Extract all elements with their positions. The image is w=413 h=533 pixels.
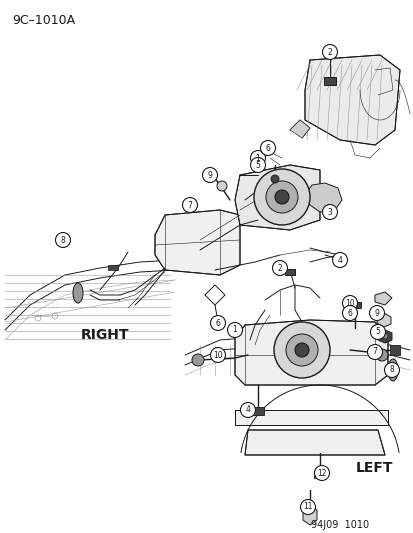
Polygon shape xyxy=(289,120,309,138)
Text: 6: 6 xyxy=(347,309,351,318)
Polygon shape xyxy=(302,505,316,525)
Polygon shape xyxy=(244,430,384,455)
Circle shape xyxy=(314,465,329,481)
Text: 2: 2 xyxy=(327,47,332,56)
Text: 3: 3 xyxy=(327,207,332,216)
Circle shape xyxy=(300,499,315,514)
Circle shape xyxy=(254,169,309,225)
Circle shape xyxy=(294,343,308,357)
Circle shape xyxy=(210,348,225,362)
Circle shape xyxy=(272,261,287,276)
Circle shape xyxy=(192,354,204,366)
Circle shape xyxy=(227,322,242,337)
Text: 9: 9 xyxy=(207,171,212,180)
Circle shape xyxy=(370,325,385,340)
Text: 10: 10 xyxy=(344,298,354,308)
Text: 4: 4 xyxy=(337,255,342,264)
Circle shape xyxy=(55,232,70,247)
FancyBboxPatch shape xyxy=(313,472,325,478)
Text: LEFT: LEFT xyxy=(356,461,393,475)
Text: 1: 1 xyxy=(232,326,237,335)
Ellipse shape xyxy=(387,359,397,381)
Circle shape xyxy=(322,205,337,220)
Circle shape xyxy=(260,141,275,156)
Circle shape xyxy=(367,344,382,359)
Polygon shape xyxy=(154,210,240,275)
Circle shape xyxy=(381,333,387,339)
Circle shape xyxy=(266,181,297,213)
Circle shape xyxy=(273,322,329,378)
Circle shape xyxy=(342,305,357,320)
Circle shape xyxy=(202,167,217,182)
Circle shape xyxy=(210,316,225,330)
Polygon shape xyxy=(235,410,387,425)
Circle shape xyxy=(369,305,384,320)
Text: 12: 12 xyxy=(316,469,326,478)
Polygon shape xyxy=(377,330,391,343)
Text: 94J09  1010: 94J09 1010 xyxy=(310,520,368,530)
Text: 5: 5 xyxy=(255,160,260,169)
Text: 5: 5 xyxy=(375,327,380,336)
Circle shape xyxy=(216,181,226,191)
FancyBboxPatch shape xyxy=(323,77,335,85)
FancyBboxPatch shape xyxy=(389,345,399,355)
Text: 1: 1 xyxy=(255,154,260,163)
Text: 9: 9 xyxy=(374,309,379,318)
Polygon shape xyxy=(235,165,319,230)
Polygon shape xyxy=(374,292,391,305)
Circle shape xyxy=(274,190,288,204)
Polygon shape xyxy=(304,55,399,145)
Text: 11: 11 xyxy=(302,503,312,512)
FancyBboxPatch shape xyxy=(108,265,118,270)
Circle shape xyxy=(332,253,347,268)
FancyBboxPatch shape xyxy=(348,302,360,308)
FancyBboxPatch shape xyxy=(252,407,263,415)
Text: 6: 6 xyxy=(265,143,270,152)
Text: 4: 4 xyxy=(245,406,250,415)
Text: 8: 8 xyxy=(389,366,394,375)
Circle shape xyxy=(375,349,387,361)
FancyBboxPatch shape xyxy=(284,269,294,275)
Polygon shape xyxy=(304,183,341,212)
Ellipse shape xyxy=(73,283,83,303)
Text: 6: 6 xyxy=(215,319,220,327)
Text: 9C–1010A: 9C–1010A xyxy=(12,14,75,27)
Text: 7: 7 xyxy=(187,200,192,209)
Circle shape xyxy=(240,402,255,417)
Circle shape xyxy=(285,334,317,366)
Circle shape xyxy=(271,175,278,183)
Circle shape xyxy=(342,295,357,311)
Text: 2: 2 xyxy=(277,263,282,272)
Polygon shape xyxy=(266,170,282,188)
Text: 7: 7 xyxy=(372,348,377,357)
Polygon shape xyxy=(376,313,390,327)
Polygon shape xyxy=(235,320,387,385)
Circle shape xyxy=(384,362,399,377)
Text: 10: 10 xyxy=(213,351,222,359)
Circle shape xyxy=(250,157,265,173)
Circle shape xyxy=(182,198,197,213)
Text: 8: 8 xyxy=(60,236,65,245)
Text: RIGHT: RIGHT xyxy=(81,328,129,342)
Circle shape xyxy=(250,150,265,166)
Circle shape xyxy=(322,44,337,60)
